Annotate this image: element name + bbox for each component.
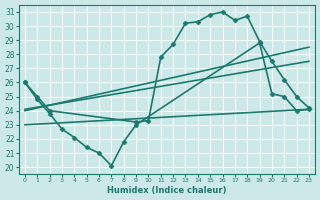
X-axis label: Humidex (Indice chaleur): Humidex (Indice chaleur) — [107, 186, 227, 195]
